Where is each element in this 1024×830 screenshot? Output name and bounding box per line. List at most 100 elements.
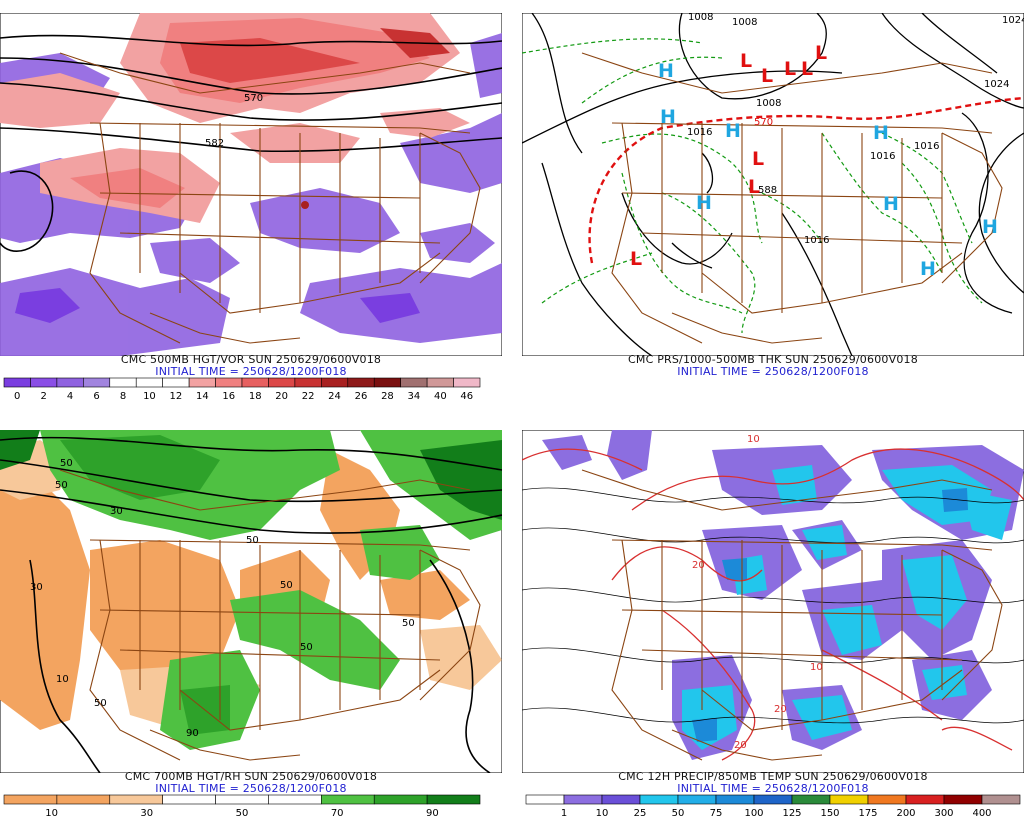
- scale-tick-label: 4: [66, 391, 74, 402]
- rh-contour-label: 30: [30, 582, 43, 593]
- thickness-label: 570: [754, 117, 773, 128]
- isobar-label: 1016: [687, 127, 712, 138]
- scale-tick-label: 10: [45, 808, 58, 819]
- map-precipitation-temperature: 10 20 20 10 20: [522, 430, 1024, 773]
- scale-swatch: [373, 377, 401, 388]
- high-pressure-marker: H: [725, 120, 741, 142]
- scale-tick-label: 30: [140, 808, 154, 819]
- scale-tick-label: 0: [14, 391, 21, 402]
- scale-swatch: [241, 377, 269, 388]
- isobar-label: 1008: [688, 13, 713, 23]
- scale-swatch: [162, 377, 190, 388]
- isobar-label: 1016: [914, 141, 939, 152]
- scale-tick-label: 50: [235, 808, 249, 819]
- panel-title: CMC PRS/1000-500MB THK SUN 250629/0600V0…: [628, 353, 918, 366]
- scale-tick-label: 22: [301, 391, 315, 402]
- scale-swatch: [215, 377, 243, 388]
- temperature-label: 10: [810, 662, 823, 673]
- isobar-label: 1024: [1002, 15, 1024, 26]
- scale-swatch: [426, 377, 454, 388]
- rh-contour-label: 50: [94, 698, 107, 709]
- rh-contour-label: 50: [402, 618, 415, 629]
- scale-swatch: [753, 794, 793, 805]
- scale-swatch: [83, 377, 111, 388]
- contour-label-570: 570: [244, 93, 263, 104]
- scale-swatch: [829, 794, 869, 805]
- scale-tick-label: 24: [328, 391, 341, 402]
- scale-swatch: [677, 794, 717, 805]
- scale-tick-label: 18: [248, 391, 262, 402]
- isobar-label: 1024: [984, 79, 1009, 90]
- scale-tick-label: 70: [330, 808, 344, 819]
- political-borders: [59, 52, 481, 344]
- low-pressure-marker: L: [815, 42, 827, 64]
- initial-time: INITIAL TIME = 250628/1200F018: [155, 782, 347, 795]
- low-pressure-marker: L: [784, 58, 796, 80]
- scale-tick-label: 20: [275, 391, 289, 402]
- rh-contour-label: 30: [110, 506, 123, 517]
- isobars: [522, 13, 1024, 356]
- scale-tick-label: 6: [93, 391, 100, 402]
- political-borders: [581, 469, 1003, 761]
- scale-swatch: [601, 794, 641, 805]
- initial-time: INITIAL TIME = 250628/1200F018: [677, 365, 869, 378]
- contour-label-582: 582: [205, 138, 224, 149]
- color-scale-vorticity: 0 2 4 6 8 10 12 14 16 18 20 22 24 26 28 34 40 46: [0, 377, 502, 413]
- scale-swatch: [400, 377, 428, 388]
- scale-swatch: [981, 794, 1021, 805]
- low-pressure-marker: L: [752, 148, 764, 170]
- high-pressure-marker: H: [982, 216, 998, 238]
- temperature-label: 20: [734, 740, 747, 751]
- scale-swatch: [30, 377, 58, 388]
- temperature-label: 20: [692, 560, 705, 571]
- high-pressure-marker: H: [873, 122, 889, 144]
- scale-swatch: [453, 377, 481, 388]
- scale-swatch: [162, 794, 216, 805]
- low-pressure-marker: L: [630, 248, 642, 270]
- political-borders: [59, 469, 481, 761]
- scale-swatch: [215, 794, 269, 805]
- scale-tick-label: 12: [169, 391, 183, 402]
- initial-time: INITIAL TIME = 250628/1200F018: [677, 782, 869, 795]
- scale-tick-label: 400: [972, 808, 992, 819]
- scale-tick-label: 28: [381, 391, 394, 402]
- color-scale-humidity: 10 30 50 70 90: [0, 794, 502, 830]
- map-700mb-humidity: 50 50 30 50 50 50 50 50 90 30 10: [0, 430, 502, 773]
- scale-swatch: [639, 794, 679, 805]
- rh-contour-label: 90: [186, 728, 199, 739]
- scale-tick-label: 10: [595, 808, 609, 819]
- scale-swatch: [56, 377, 84, 388]
- temperature-label: 20: [774, 704, 787, 715]
- temperature-label: 10: [747, 434, 760, 445]
- panel-title: CMC 500MB HGT/VOR SUN 250629/0600V018: [120, 353, 382, 366]
- rh-contour-label: 50: [246, 535, 259, 546]
- isobar-label: 1008: [732, 17, 757, 28]
- scale-swatch: [563, 794, 603, 805]
- panel-700mb-humidity: 50 50 30 50 50 50 50 50 90 30 10 CMC 700…: [0, 430, 502, 830]
- scale-swatch: [268, 794, 322, 805]
- scale-swatch: [135, 377, 163, 388]
- scale-swatch: [321, 794, 375, 805]
- high-pressure-marker: H: [660, 106, 676, 128]
- political-borders: [581, 52, 1003, 344]
- strong-negative-vorticity: [15, 288, 420, 323]
- map-500mb-vorticity: 570 582: [0, 13, 502, 356]
- rh-contour-label: 50: [60, 458, 73, 469]
- height-contours: [0, 436, 502, 773]
- low-pressure-marker: L: [761, 65, 773, 87]
- scale-tick-label: 26: [354, 391, 368, 402]
- positive-vorticity-shading: [0, 13, 470, 223]
- scale-tick-label: 100: [744, 808, 764, 819]
- scale-swatch: [905, 794, 945, 805]
- scale-swatch: [943, 794, 983, 805]
- scale-tick-label: 10: [143, 391, 156, 402]
- scale-tick-label: 8: [119, 391, 127, 402]
- panel-pressure-thickness: H H H H H H H H L L L L L L L L 1008 100…: [522, 13, 1024, 413]
- rh-contour-label: 50: [55, 480, 68, 491]
- scale-tick-label: 50: [671, 808, 685, 819]
- scale-swatch: [715, 794, 755, 805]
- low-pressure-marker: L: [740, 50, 752, 72]
- scale-swatch: [188, 377, 216, 388]
- scale-swatch: [109, 794, 163, 805]
- thickness-540-line: [588, 96, 1024, 264]
